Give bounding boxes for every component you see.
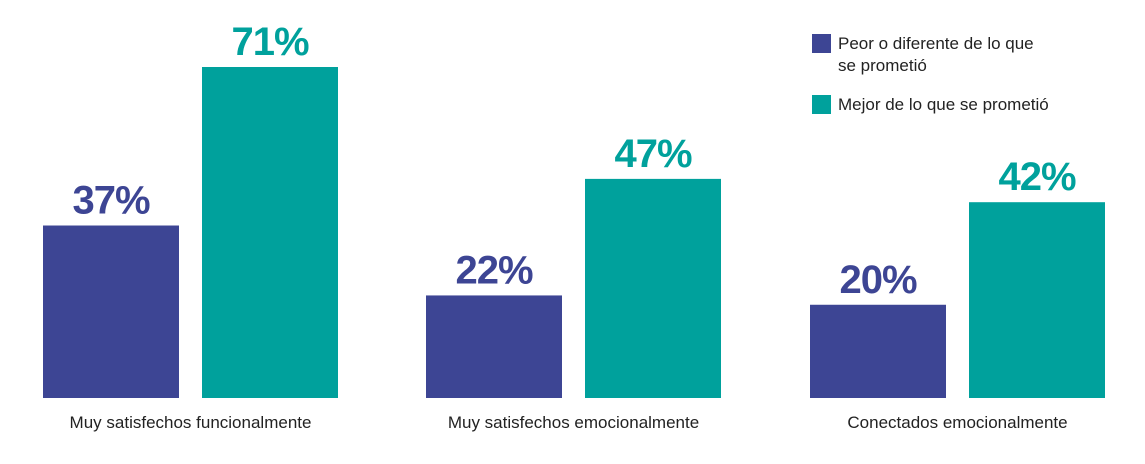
legend-label-series-1: Peor o diferente de lo que	[838, 34, 1034, 53]
value-label-muy-satisfechos-funcionalmente-series-1: 37%	[72, 179, 149, 223]
bar-conectados-emocionalmente-series-2	[969, 202, 1105, 398]
bar-muy-satisfechos-emocionalmente-series-2	[585, 178, 721, 398]
category-label-conectados-emocionalmente: Conectados emocionalmente	[847, 413, 1067, 432]
bar-muy-satisfechos-funcionalmente-series-2	[202, 67, 338, 398]
value-label-conectados-emocionalmente-series-1: 20%	[839, 258, 916, 302]
category-label-muy-satisfechos-emocionalmente: Muy satisfechos emocionalmente	[448, 413, 699, 432]
legend: Peor o diferente de lo que se prometió Mej…	[812, 34, 1049, 114]
legend-swatch-series-2	[812, 95, 831, 114]
value-labels-layer: 37% 71% 22% 47% 20% 42%	[72, 20, 1076, 302]
category-labels-layer: Muy satisfechos funcionalmente Muy satisf…	[70, 413, 1068, 432]
bars-layer	[43, 67, 1105, 398]
legend-swatch-series-1	[812, 34, 831, 53]
legend-label-series-2: Mejor de lo que se prometió	[838, 95, 1049, 114]
category-label-muy-satisfechos-funcionalmente: Muy satisfechos funcionalmente	[70, 413, 312, 432]
value-label-muy-satisfechos-funcionalmente-series-2: 71%	[231, 20, 308, 64]
value-label-muy-satisfechos-emocionalmente-series-2: 47%	[614, 132, 691, 176]
legend-label-series-1: se prometió	[838, 56, 927, 75]
value-label-muy-satisfechos-emocionalmente-series-1: 22%	[455, 248, 532, 292]
value-label-conectados-emocionalmente-series-2: 42%	[998, 155, 1075, 199]
bar-muy-satisfechos-funcionalmente-series-1	[43, 225, 179, 398]
bar-conectados-emocionalmente-series-1	[810, 304, 946, 398]
bar-muy-satisfechos-emocionalmente-series-1	[426, 295, 562, 398]
